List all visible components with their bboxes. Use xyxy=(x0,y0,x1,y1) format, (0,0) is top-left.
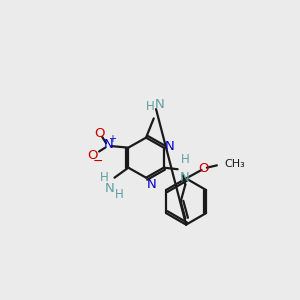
Text: CH₃: CH₃ xyxy=(225,159,245,169)
Text: +: + xyxy=(108,134,116,144)
Text: N: N xyxy=(105,182,115,195)
Text: H: H xyxy=(181,153,190,166)
Text: H: H xyxy=(146,100,154,113)
Text: O: O xyxy=(94,127,104,140)
Text: N: N xyxy=(180,171,190,184)
Text: O: O xyxy=(88,149,98,162)
Text: O: O xyxy=(199,162,209,175)
Text: N: N xyxy=(154,98,164,112)
Text: H: H xyxy=(115,188,123,201)
Text: −: − xyxy=(92,155,103,168)
Text: N: N xyxy=(164,140,174,153)
Text: H: H xyxy=(100,171,109,184)
Text: N: N xyxy=(103,138,113,151)
Text: N: N xyxy=(147,178,157,191)
